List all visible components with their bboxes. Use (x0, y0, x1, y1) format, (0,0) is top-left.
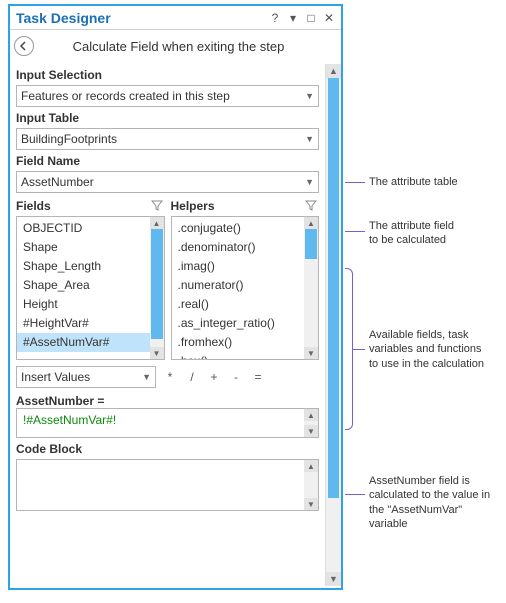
expression-scrollbar[interactable]: ▲ ▼ (304, 409, 318, 437)
scroll-down-icon[interactable]: ▼ (150, 347, 164, 359)
scroll-down-icon[interactable]: ▼ (304, 425, 318, 437)
list-item[interactable]: .as_integer_ratio() (172, 314, 305, 333)
scroll-up-icon[interactable]: ▲ (150, 217, 164, 229)
input-selection-label: Input Selection (16, 68, 319, 82)
fields-label: Fields (16, 199, 51, 213)
codeblock-body (17, 460, 304, 510)
list-item[interactable]: .imag() (172, 257, 305, 276)
list-item[interactable]: #HeightVar# (17, 314, 150, 333)
scroll-down-icon[interactable]: ▼ (304, 347, 318, 359)
op-multiply[interactable]: * (162, 370, 178, 384)
input-selection-select[interactable]: Features or records created in this step… (16, 85, 319, 107)
annotation-lead (345, 231, 365, 232)
chevron-down-icon: ▼ (305, 134, 314, 144)
panel-header: Task Designer ? ▾ □ ✕ (10, 6, 341, 30)
field-name-label: Field Name (16, 154, 319, 168)
codeblock-label: Code Block (16, 442, 319, 456)
fields-scrollbar[interactable]: ▲ ▼ (150, 217, 164, 359)
annotation-text: Available fields, taskvariables and func… (369, 328, 484, 371)
input-table-value: BuildingFootprints (21, 132, 117, 146)
helpers-column: Helpers .conjugate().denominator().imag(… (171, 199, 320, 360)
list-item[interactable]: .denominator() (172, 238, 305, 257)
insert-values-label: Insert Values (21, 370, 90, 384)
step-title: Calculate Field when exiting the step (40, 39, 337, 54)
list-item[interactable]: Shape (17, 238, 150, 257)
annotation-brace (345, 268, 353, 430)
list-item[interactable]: Shape_Length (17, 257, 150, 276)
help-icon[interactable]: ? (267, 10, 283, 26)
annotation-lead (345, 494, 365, 495)
restore-icon[interactable]: □ (303, 10, 319, 26)
insert-values-select[interactable]: Insert Values ▼ (16, 366, 156, 388)
scroll-up-icon[interactable]: ▲ (304, 409, 318, 421)
scroll-thumb[interactable] (305, 229, 317, 259)
helpers-scrollbar[interactable]: ▲ ▼ (304, 217, 318, 359)
helpers-list-body: .conjugate().denominator().imag().numera… (172, 217, 305, 359)
scroll-up-icon[interactable]: ▲ (326, 64, 341, 78)
codeblock-scrollbar[interactable]: ▲ ▼ (304, 460, 318, 510)
op-minus[interactable]: - (228, 370, 244, 384)
list-item[interactable]: .numerator() (172, 276, 305, 295)
scroll-down-icon[interactable]: ▼ (326, 572, 341, 586)
close-icon[interactable]: ✕ (321, 10, 337, 26)
scroll-up-icon[interactable]: ▲ (304, 460, 318, 472)
chevron-down-icon: ▼ (305, 91, 314, 101)
scroll-down-icon[interactable]: ▼ (304, 498, 318, 510)
codeblock-box[interactable]: ▲ ▼ (16, 459, 319, 511)
list-item[interactable]: .fromhex() (172, 333, 305, 352)
helpers-label: Helpers (171, 199, 215, 213)
filter-icon[interactable] (305, 199, 319, 213)
operators-row: Insert Values ▼ * / + - = (16, 366, 319, 388)
input-selection-value: Features or records created in this step (21, 89, 230, 103)
op-equals[interactable]: = (250, 370, 266, 384)
input-table-label: Input Table (16, 111, 319, 125)
chevron-down-icon: ▼ (142, 372, 151, 382)
expression-box[interactable]: !#AssetNumVar#! ▲ ▼ (16, 408, 319, 438)
annotation-text: The attribute fieldto be calculated (369, 219, 454, 248)
list-item[interactable]: .real() (172, 295, 305, 314)
annotation-lead (345, 182, 365, 183)
fields-listbox[interactable]: OBJECTIDShapeShape_LengthShape_AreaHeigh… (16, 216, 165, 360)
form-column: Input Selection Features or records crea… (10, 64, 325, 586)
menu-icon[interactable]: ▾ (285, 10, 301, 26)
back-button[interactable] (14, 36, 34, 56)
list-item[interactable]: #AssetNumVar# (17, 333, 150, 352)
scroll-thumb[interactable] (151, 229, 163, 339)
chevron-down-icon: ▼ (305, 177, 314, 187)
input-table-select[interactable]: BuildingFootprints ▼ (16, 128, 319, 150)
annotations: The attribute table The attribute fieldt… (345, 0, 500, 603)
fields-column: Fields OBJECTIDShapeShape_LengthShape_Ar… (16, 199, 165, 360)
fields-helpers-row: Fields OBJECTIDShapeShape_LengthShape_Ar… (16, 199, 319, 360)
expression-label: AssetNumber = (16, 394, 319, 408)
annotation-text: AssetNumber field iscalculated to the va… (369, 474, 500, 531)
fields-header: Fields (16, 199, 165, 213)
scroll-thumb[interactable] (328, 78, 339, 498)
helpers-listbox[interactable]: .conjugate().denominator().imag().numera… (171, 216, 320, 360)
op-divide[interactable]: / (184, 370, 200, 384)
expression-value: !#AssetNumVar#! (17, 409, 304, 437)
filter-icon[interactable] (151, 199, 165, 213)
subheader: Calculate Field when exiting the step (10, 30, 341, 64)
list-item[interactable]: Height (17, 295, 150, 314)
field-name-select[interactable]: AssetNumber ▼ (16, 171, 319, 193)
scroll-area: Input Selection Features or records crea… (10, 64, 341, 586)
list-item[interactable]: OBJECTID (17, 219, 150, 238)
annotation-text: The attribute table (369, 175, 458, 189)
scroll-up-icon[interactable]: ▲ (304, 217, 318, 229)
helpers-header: Helpers (171, 199, 320, 213)
task-designer-panel: Task Designer ? ▾ □ ✕ Calculate Field wh… (8, 4, 343, 590)
op-plus[interactable]: + (206, 370, 222, 384)
annotation-lead (353, 349, 365, 350)
fields-list-body: OBJECTIDShapeShape_LengthShape_AreaHeigh… (17, 217, 150, 359)
field-name-value: AssetNumber (21, 175, 94, 189)
panel-title: Task Designer (14, 10, 265, 26)
list-item[interactable]: .hex() (172, 352, 305, 359)
list-item[interactable]: Shape_Area (17, 276, 150, 295)
panel-scrollbar[interactable]: ▲ ▼ (325, 64, 341, 586)
list-item[interactable]: .conjugate() (172, 219, 305, 238)
